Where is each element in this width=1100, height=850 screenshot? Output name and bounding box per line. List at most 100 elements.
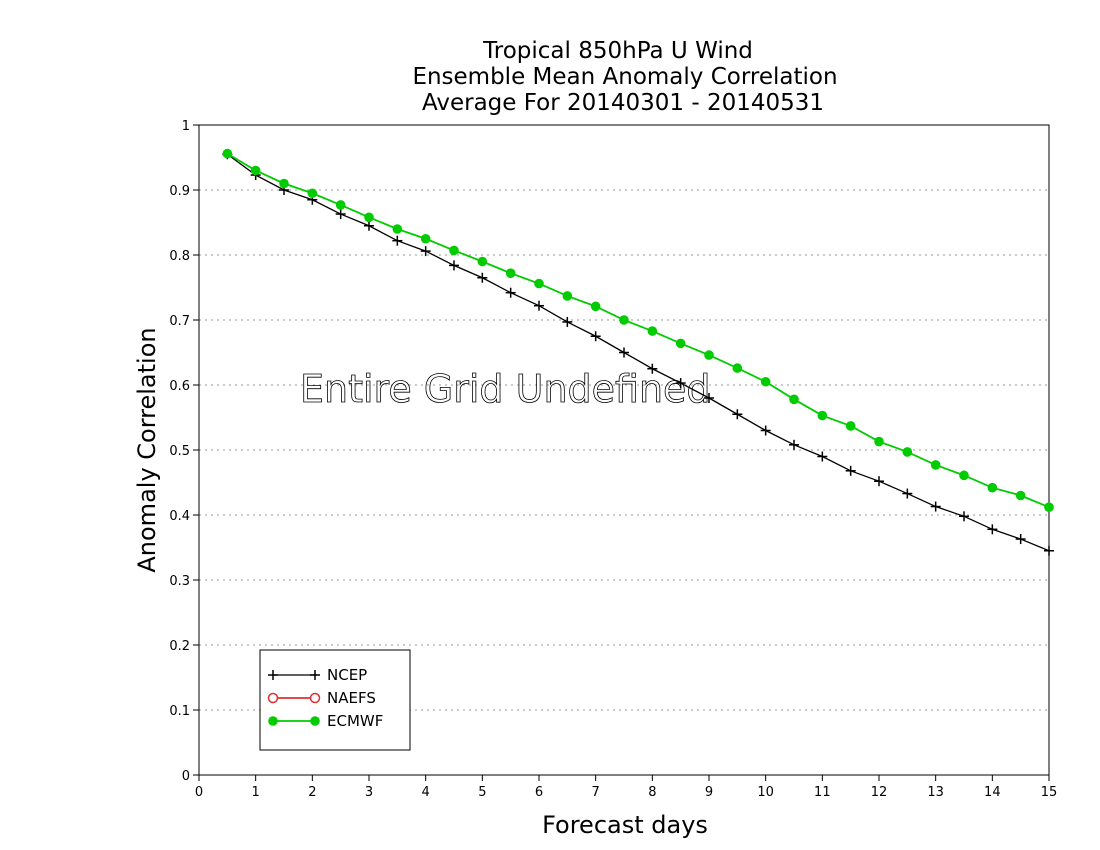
title-line-2: Ensemble Mean Anomaly Correlation bbox=[412, 64, 837, 90]
legend-box bbox=[259, 649, 411, 751]
ecmwf-point bbox=[619, 315, 629, 325]
ecmwf-point bbox=[420, 233, 431, 244]
legend-marker bbox=[310, 716, 320, 726]
ncep-point bbox=[704, 393, 714, 403]
ncep-point bbox=[562, 316, 573, 327]
ecmwf-point bbox=[250, 165, 261, 176]
x-tick-label: 2 bbox=[308, 785, 316, 800]
ncep-point bbox=[1044, 545, 1054, 556]
ncep-point bbox=[449, 260, 459, 271]
x-tick-label: 5 bbox=[478, 785, 486, 800]
ecmwf-point bbox=[1044, 502, 1054, 512]
ncep-point bbox=[987, 524, 998, 535]
legend-label: NAEFS bbox=[327, 689, 376, 707]
y-tick-label: 0 bbox=[182, 769, 190, 784]
legend-label: ECMWF bbox=[327, 712, 383, 730]
y-tick-label: 0.1 bbox=[169, 704, 190, 719]
x-tick-label: 4 bbox=[422, 785, 430, 800]
ecmwf-point bbox=[930, 460, 941, 470]
ecmwf-point bbox=[505, 268, 516, 279]
ncep-point bbox=[732, 409, 743, 420]
ecmwf-point bbox=[874, 436, 884, 447]
ecmwf-point bbox=[222, 148, 233, 159]
grid-lines bbox=[199, 189, 1049, 711]
series-ecmwf bbox=[222, 148, 1054, 512]
y-tick-label: 0.9 bbox=[169, 184, 190, 199]
ecmwf-point bbox=[392, 224, 403, 234]
x-tick-label: 15 bbox=[1041, 785, 1058, 800]
legend-marker bbox=[268, 716, 278, 726]
ecmwf-point bbox=[449, 245, 459, 256]
ncep-point bbox=[789, 439, 799, 450]
x-tick-label: 13 bbox=[927, 785, 944, 800]
ecmwf-point bbox=[704, 350, 714, 360]
y-tick-label: 0.2 bbox=[169, 639, 190, 654]
ecmwf-point bbox=[789, 394, 799, 405]
y-tick-label: 0.8 bbox=[169, 249, 190, 264]
ncep-point bbox=[477, 272, 488, 283]
ncep-point bbox=[647, 363, 658, 374]
ecmwf-point bbox=[760, 376, 771, 387]
plot-frame bbox=[198, 124, 1050, 776]
x-tick-label: 8 bbox=[648, 785, 656, 800]
x-tick-label: 11 bbox=[814, 785, 831, 800]
ecmwf-point bbox=[279, 178, 289, 189]
y-axis-ticks: 0 0.1 0.2 0.3 0.4 0.5 0.6 0.7 0.8 0.9 1 bbox=[169, 119, 199, 784]
ecmwf-point bbox=[987, 482, 998, 493]
x-tick-label: 14 bbox=[984, 785, 1001, 800]
legend-label: NCEP bbox=[327, 666, 367, 684]
ncep-point bbox=[817, 451, 828, 462]
ncep-point bbox=[902, 488, 913, 499]
y-tick-label: 0.4 bbox=[169, 509, 190, 524]
x-tick-label: 12 bbox=[871, 785, 888, 800]
ncep-point bbox=[959, 511, 969, 522]
y-tick-label: 0.5 bbox=[169, 444, 190, 459]
x-axis-ticks: 0 1 2 3 4 5 6 7 8 9 10 11 12 13 14 15 bbox=[195, 775, 1057, 800]
x-tick-label: 9 bbox=[705, 785, 713, 800]
ncep-point bbox=[760, 425, 771, 436]
ecmwf-point bbox=[845, 421, 856, 431]
ncep-point bbox=[874, 476, 884, 487]
ncep-point bbox=[534, 300, 544, 311]
x-tick-label: 10 bbox=[757, 785, 774, 800]
y-tick-label: 0.6 bbox=[169, 379, 190, 394]
x-tick-label: 1 bbox=[252, 785, 260, 800]
ncep-point bbox=[1015, 534, 1026, 545]
ecmwf-point bbox=[307, 188, 318, 199]
ecmwf-point bbox=[1015, 490, 1026, 501]
ncep-point bbox=[590, 331, 601, 342]
x-tick-label: 0 bbox=[195, 785, 203, 800]
ncep-point bbox=[619, 347, 629, 358]
x-tick-label: 7 bbox=[592, 785, 600, 800]
ecmwf-point bbox=[675, 338, 686, 349]
ecmwf-point bbox=[477, 256, 488, 267]
legend-item-ecmwf: ECMWF bbox=[268, 712, 383, 730]
series-group bbox=[222, 148, 1054, 556]
title-line-1: Tropical 850hPa U Wind bbox=[482, 38, 753, 64]
y-tick-label: 1 bbox=[182, 119, 190, 134]
y-tick-label: 0.3 bbox=[169, 574, 190, 589]
ecmwf-line bbox=[226, 152, 1050, 509]
ecmwf-point bbox=[732, 363, 743, 373]
x-axis-title: Forecast days bbox=[542, 811, 708, 839]
series-ncep bbox=[222, 149, 1054, 556]
legend-items: NCEP NAEFS ECMWF bbox=[267, 666, 383, 730]
ncep-point bbox=[392, 235, 403, 246]
ecmwf-point bbox=[902, 447, 913, 457]
y-axis-title: Anomaly Correlation bbox=[133, 327, 161, 572]
y-tick-label: 0.7 bbox=[169, 314, 190, 329]
legend: NCEP NAEFS ECMWF bbox=[259, 649, 411, 751]
legend-marker bbox=[310, 670, 320, 680]
chart-title: Tropical 850hPa U Wind Ensemble Mean Ano… bbox=[412, 38, 837, 116]
ecmwf-point bbox=[817, 410, 828, 421]
ecmwf-point bbox=[534, 278, 544, 289]
legend-marker bbox=[268, 670, 278, 680]
ecmwf-point bbox=[562, 291, 573, 301]
undefined-grid-annotation: Entire Grid Undefined bbox=[300, 367, 711, 411]
ncep-point bbox=[364, 220, 374, 231]
ncep-point bbox=[675, 378, 686, 389]
ncep-point bbox=[930, 501, 941, 512]
ncep-point bbox=[845, 465, 856, 476]
ncep-line bbox=[226, 153, 1050, 552]
